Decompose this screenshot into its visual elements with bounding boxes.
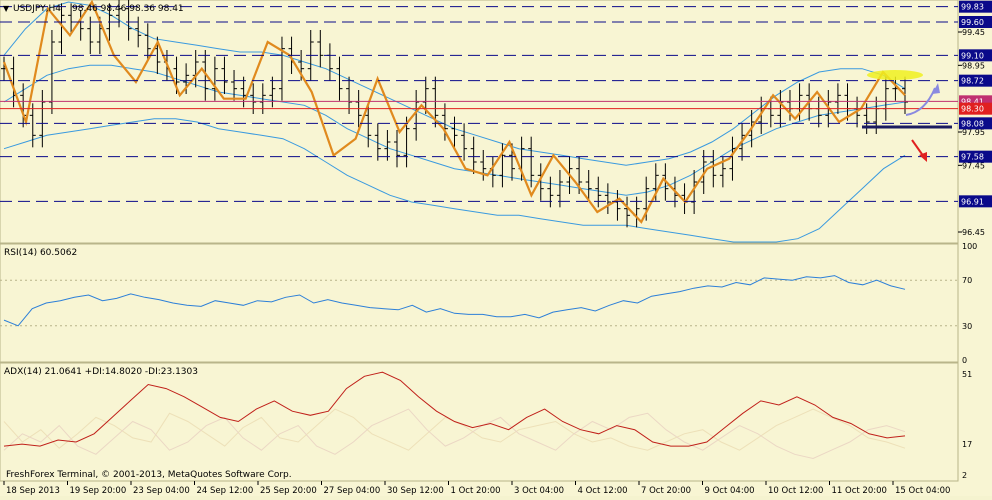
price-tick-label: 96.45: [962, 228, 985, 237]
adx-line: [3, 371, 906, 447]
time-tick-label: 25 Sep 20:00: [260, 486, 317, 496]
level-price-label: 99.60: [961, 18, 984, 27]
rsi-tick-label: 30: [962, 322, 972, 331]
time-tick-label: 7 Oct 20:00: [641, 486, 691, 496]
adx-panel-bg: [0, 362, 959, 482]
time-tick-label: 15 Oct 04:00: [895, 486, 950, 496]
level-price-label: 98.41: [961, 97, 984, 106]
level-price-tag: [959, 49, 992, 62]
adx-tick-label: 17: [962, 440, 972, 449]
level-price-label: 98.30: [961, 105, 984, 114]
bb-lower-line: [3, 118, 906, 243]
zigzag-path: [2, 0, 906, 224]
time-tick-label: 10 Oct 12:00: [768, 486, 823, 496]
rsi-tick-label: 100: [962, 242, 977, 251]
level-price-tag: [959, 16, 992, 28]
rsi-tick-label: 70: [962, 276, 972, 285]
price-tick-label: 99.45: [962, 28, 985, 37]
level-price-label: 98.08: [961, 119, 984, 128]
level-price-label: 99.83: [961, 3, 984, 12]
bb-middle-line: [3, 64, 906, 196]
time-tick-label: 11 Oct 20:00: [832, 486, 887, 496]
main-panel-bg: [0, 0, 959, 244]
symbol-title: USDJPY,H4: [13, 4, 61, 14]
time-tick-label: 9 Oct 04:00: [705, 486, 755, 496]
highlight-markers: [862, 70, 952, 162]
level-price-label: 96.91: [961, 197, 984, 206]
up-arrow-head-icon: [932, 83, 940, 94]
level-price-tag: [959, 0, 992, 13]
copyright-note: FreshForex Terminal, © 2001-2013, MetaQu…: [6, 470, 292, 480]
time-tick-label: 23 Sep 04:00: [133, 486, 190, 496]
rsi-tick-label: 0: [962, 356, 967, 365]
level-price-label: 98.72: [961, 77, 984, 86]
chart-dropdown-icon[interactable]: ▼: [3, 4, 10, 13]
resistance-highlight: [867, 70, 923, 80]
level-price-tag: [959, 117, 992, 130]
adx-label: ADX(14) 21.0641 +DI:14.8020 -DI:23.1303: [4, 367, 198, 377]
level-price-tag: [959, 150, 992, 163]
level-price-label: 97.58: [961, 153, 984, 162]
adx-tick-label: 2: [962, 471, 967, 480]
time-tick-label: 3 Oct 04:00: [514, 486, 564, 496]
time-tick-label: 24 Sep 12:00: [197, 486, 254, 496]
price-axis: 99.45 98.95 97.95 97.45 96.45 99.83 99.60 99.10…: [958, 0, 992, 237]
rsi-line: [3, 275, 906, 327]
minus-di-line: [3, 408, 906, 460]
level-price-tag: [959, 195, 992, 208]
adx-tick-label: 51: [962, 370, 972, 379]
horizontal-levels: [0, 6, 958, 202]
rsi-panel-bg: [0, 243, 959, 363]
adx-axis: 51 17 2: [962, 370, 972, 480]
time-tick-label: 18 Sep 2013: [6, 486, 60, 496]
time-tick-label: 4 Oct 12:00: [578, 486, 628, 496]
price-tick-label: 98.95: [962, 61, 985, 70]
level-price-tag: [959, 102, 992, 115]
time-axis: 18 Sep 2013 19 Sep 20:00 23 Sep 04:00 24 Se…: [3, 481, 950, 496]
price-tick-label: 97.45: [962, 161, 985, 170]
price-tick-label: 97.95: [962, 128, 985, 137]
ohlc-values: 98.46 98.46 98.36 98.41: [72, 4, 184, 14]
rsi-label: RSI(14) 60.5062: [4, 248, 77, 258]
time-tick-label: 1 Oct 20:00: [451, 486, 501, 496]
down-arrow-head-icon: [919, 152, 927, 162]
time-tick-label: 19 Sep 20:00: [70, 486, 127, 496]
zigzag-line: [2, 0, 906, 224]
rsi-axis: 100 70 30 0: [962, 242, 977, 365]
level-price-label: 99.10: [961, 51, 984, 60]
time-tick-label: 27 Sep 04:00: [324, 486, 381, 496]
level-price-tag: [959, 74, 992, 87]
time-tick-label: 30 Sep 12:00: [387, 486, 444, 496]
